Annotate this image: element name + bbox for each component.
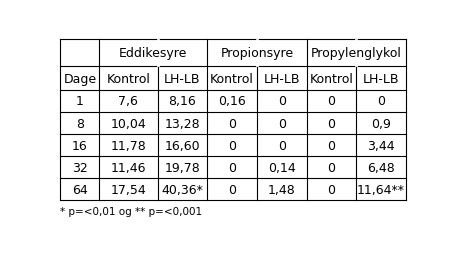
Text: LH-LB: LH-LB (164, 72, 201, 85)
Text: Dage: Dage (63, 72, 96, 85)
Text: Kontrol: Kontrol (106, 72, 150, 85)
Text: 0: 0 (328, 139, 335, 152)
Text: 11,46: 11,46 (111, 161, 146, 174)
Text: 64: 64 (72, 183, 88, 196)
Text: 0: 0 (228, 139, 236, 152)
Text: 10,04: 10,04 (111, 117, 147, 130)
Text: 0,9: 0,9 (371, 117, 391, 130)
Text: 0: 0 (278, 117, 286, 130)
Text: Kontrol: Kontrol (210, 72, 254, 85)
Text: 0: 0 (328, 95, 335, 108)
Text: 16: 16 (72, 139, 88, 152)
Text: LH-LB: LH-LB (263, 72, 300, 85)
Text: 1: 1 (76, 95, 84, 108)
Text: 0: 0 (278, 139, 286, 152)
Text: * p=<0,01 og ** p=<0,001: * p=<0,01 og ** p=<0,001 (61, 207, 202, 216)
Text: 0: 0 (377, 95, 385, 108)
Text: 16,60: 16,60 (165, 139, 200, 152)
Text: Propylenglykol: Propylenglykol (311, 47, 402, 60)
Text: 0: 0 (328, 161, 335, 174)
Text: 19,78: 19,78 (165, 161, 200, 174)
Text: 32: 32 (72, 161, 88, 174)
Text: Propionsyre: Propionsyre (220, 47, 293, 60)
Text: 0,16: 0,16 (218, 95, 246, 108)
Text: 11,78: 11,78 (111, 139, 147, 152)
Text: 17,54: 17,54 (111, 183, 147, 196)
Text: 6,48: 6,48 (367, 161, 395, 174)
Text: 0: 0 (228, 183, 236, 196)
Text: 1,48: 1,48 (268, 183, 296, 196)
Text: 8,16: 8,16 (168, 95, 196, 108)
Text: LH-LB: LH-LB (363, 72, 399, 85)
Text: 0: 0 (328, 183, 335, 196)
Text: 11,64**: 11,64** (357, 183, 405, 196)
Text: 0: 0 (278, 95, 286, 108)
Text: 40,36*: 40,36* (162, 183, 203, 196)
Text: 0: 0 (228, 117, 236, 130)
Text: 8: 8 (76, 117, 84, 130)
Text: 3,44: 3,44 (367, 139, 395, 152)
Text: 13,28: 13,28 (165, 117, 200, 130)
Text: Kontrol: Kontrol (309, 72, 354, 85)
Text: 0: 0 (328, 117, 335, 130)
Text: Eddikesyre: Eddikesyre (119, 47, 187, 60)
Text: 7,6: 7,6 (118, 95, 138, 108)
Text: 0,14: 0,14 (268, 161, 296, 174)
Text: 0: 0 (228, 161, 236, 174)
